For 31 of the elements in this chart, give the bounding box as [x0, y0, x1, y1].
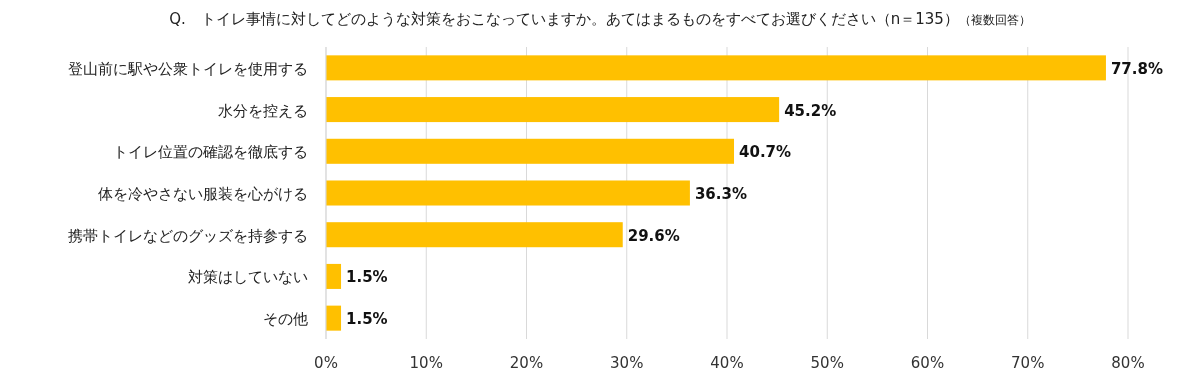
x-tick-label: 60%	[910, 354, 945, 372]
bar	[326, 97, 780, 123]
x-tick-label: 10%	[409, 354, 443, 372]
y-tick-label: 体を冷やさない服装を心がける	[98, 185, 308, 203]
bar	[326, 222, 623, 248]
bar	[326, 263, 342, 289]
chart-subtitle: （複数回答）	[958, 13, 1031, 27]
y-tick-label: 対策はしていない	[188, 268, 308, 287]
data-label: 77.8%	[1110, 59, 1163, 78]
data-label: 29.6%	[627, 226, 680, 245]
y-tick-label: 登山前に駅や公衆トイレを使用する	[68, 59, 308, 78]
x-tick-label: 80%	[1111, 354, 1145, 372]
y-tick-label: トイレ位置の確認を徹底する	[113, 143, 308, 162]
data-label: 45.2%	[784, 101, 837, 120]
x-tick-label: 20%	[509, 354, 544, 372]
y-tick-label: 携帯トイレなどのグッズを持参する	[68, 226, 308, 245]
bar	[326, 305, 342, 331]
data-label: 1.5%	[346, 268, 388, 287]
x-tick-label: 40%	[710, 354, 744, 372]
x-tick-label: 50%	[810, 354, 844, 372]
data-label: 40.7%	[739, 143, 792, 162]
data-label: 36.3%	[694, 185, 747, 203]
bar	[326, 55, 1106, 81]
y-tick-label: 水分を控える	[218, 101, 308, 120]
bar	[326, 138, 735, 164]
data-label: 1.5%	[346, 310, 388, 329]
x-tick-label: 70%	[1011, 354, 1045, 372]
x-tick-label: 0%	[314, 354, 338, 372]
y-tick-label: その他	[263, 310, 308, 329]
bar	[326, 180, 690, 206]
x-tick-label: 30%	[610, 354, 644, 372]
